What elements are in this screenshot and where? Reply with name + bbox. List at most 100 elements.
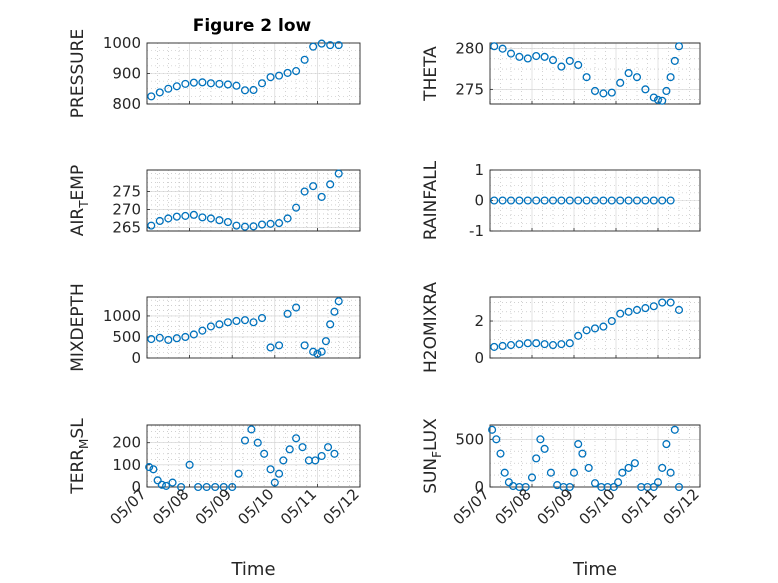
data-point	[155, 216, 164, 226]
data-point	[662, 86, 671, 96]
x-tick-label: 05/09	[192, 485, 235, 528]
data-point	[540, 196, 549, 205]
data-point	[285, 445, 294, 454]
data-point	[624, 69, 633, 78]
y-tick-label: 1000	[103, 307, 141, 325]
axes-border	[146, 296, 361, 359]
data-point	[590, 196, 600, 205]
data-point	[334, 169, 343, 178]
data-point	[540, 340, 549, 349]
y-axis-label: THETA	[421, 46, 441, 102]
data-point	[223, 318, 232, 327]
data-point	[498, 341, 507, 351]
data-point	[279, 456, 288, 465]
data-point	[574, 60, 583, 70]
data-point	[521, 482, 530, 492]
data-point	[334, 41, 343, 50]
data-point	[206, 79, 215, 88]
data-point	[147, 335, 156, 344]
data-point	[334, 297, 343, 306]
data-point	[584, 463, 593, 472]
data-point	[266, 73, 275, 82]
data-point	[632, 73, 642, 82]
x-axis-label: Time	[230, 559, 275, 580]
data-point	[228, 482, 237, 492]
data-point	[649, 93, 658, 102]
data-point	[215, 320, 224, 329]
data-point	[240, 222, 250, 231]
data-point	[548, 341, 558, 350]
data-point	[506, 196, 516, 205]
data-point	[658, 463, 667, 472]
data-point	[194, 482, 203, 492]
data-point	[616, 309, 625, 318]
data-point	[234, 469, 243, 478]
data-point	[574, 440, 583, 449]
data-point	[198, 326, 207, 335]
data-point	[181, 79, 190, 88]
data-point	[649, 196, 658, 205]
data-point	[157, 480, 166, 489]
y-tick-label: 275	[112, 183, 141, 201]
x-tick-label: 05/10	[576, 485, 619, 528]
data-point	[232, 316, 241, 326]
data-point	[181, 211, 190, 220]
axes-border	[489, 169, 701, 232]
data-point	[670, 425, 679, 434]
data-point	[540, 444, 549, 453]
data-point	[532, 339, 541, 348]
data-points	[490, 298, 684, 351]
data-point	[177, 482, 186, 492]
data-points	[488, 425, 684, 492]
subplot-sun-flux: 0 500 SUNFLUX 05/0705/0805/0905/1005/1105/1…	[421, 418, 703, 580]
data-point	[523, 54, 532, 63]
axes-border	[146, 169, 361, 232]
data-point	[532, 454, 541, 463]
data-point	[292, 303, 301, 312]
y-tick-label: 500	[455, 430, 484, 448]
data-point	[185, 460, 194, 469]
data-point	[309, 182, 318, 191]
data-point	[500, 468, 509, 477]
data-point	[614, 478, 623, 487]
data-point	[215, 79, 224, 88]
y-axis-label: AIRTEMP	[68, 165, 91, 236]
data-point	[249, 222, 258, 231]
data-point	[253, 438, 262, 447]
data-point	[206, 322, 215, 331]
data-point	[240, 436, 250, 445]
data-point	[283, 68, 292, 77]
subplot-rainfall: -1 0 1 RAINFALL	[421, 160, 701, 240]
axes-border	[489, 296, 701, 359]
x-tick-label: 05/11	[277, 485, 320, 528]
data-point	[565, 56, 574, 65]
data-point	[490, 342, 499, 351]
data-point	[189, 78, 198, 87]
data-point	[506, 341, 516, 350]
data-point	[317, 39, 326, 48]
data-point	[189, 210, 198, 219]
x-tick-label: 05/10	[234, 485, 277, 528]
data-point	[300, 187, 309, 196]
data-point	[313, 349, 322, 358]
subplot-theta: 275 280 THETA	[421, 40, 701, 105]
data-point	[674, 305, 684, 314]
data-point	[624, 307, 633, 316]
y-tick-label: 280	[455, 40, 484, 58]
y-axis-label: H2OMIXRA	[421, 282, 441, 373]
data-point	[292, 203, 301, 212]
data-point	[674, 482, 684, 492]
data-point	[565, 339, 574, 348]
data-point	[599, 322, 608, 331]
data-point	[317, 347, 326, 356]
data-point	[168, 478, 177, 487]
y-tick-label: 275	[455, 80, 484, 98]
data-point	[540, 52, 549, 61]
data-point	[649, 302, 658, 311]
data-point	[311, 456, 320, 465]
data-point	[206, 214, 215, 223]
data-point	[548, 196, 558, 205]
data-point	[326, 180, 335, 189]
y-tick-label: 0	[474, 478, 484, 496]
data-point	[666, 468, 675, 477]
